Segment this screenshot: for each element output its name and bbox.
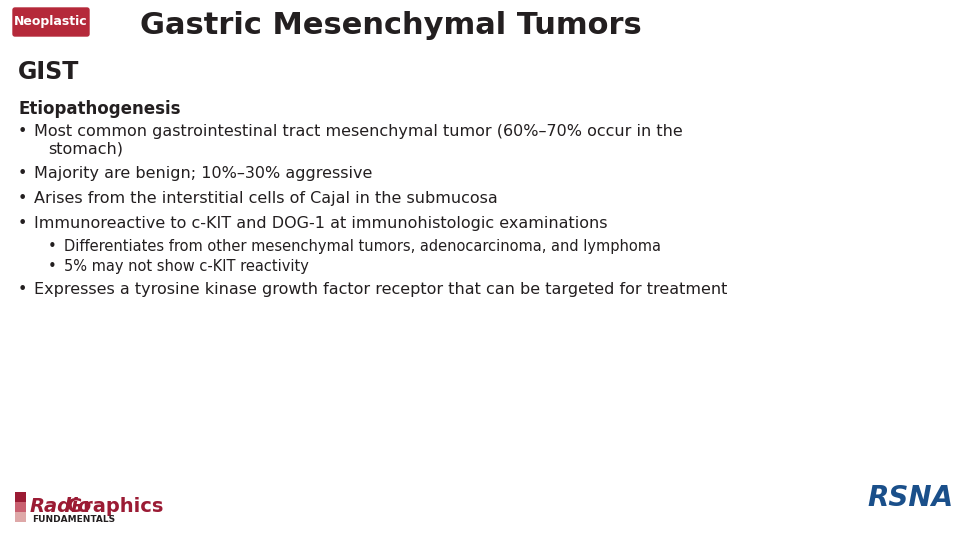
Text: Arises from the interstitial cells of Cajal in the submucosa: Arises from the interstitial cells of Ca… <box>34 191 497 206</box>
Text: FUNDAMENTALS: FUNDAMENTALS <box>32 516 115 524</box>
Text: •: • <box>18 282 28 297</box>
Text: RSNA: RSNA <box>867 484 953 512</box>
Text: •: • <box>18 191 28 206</box>
Text: •: • <box>48 259 57 274</box>
Text: Neoplastic: Neoplastic <box>14 16 87 29</box>
Text: •: • <box>48 239 57 254</box>
Bar <box>15 512 26 522</box>
Text: Radio: Radio <box>30 496 92 516</box>
Bar <box>15 502 26 512</box>
Text: Most common gastrointestinal tract mesenchymal tumor (60%–70% occur in the: Most common gastrointestinal tract mesen… <box>34 124 683 139</box>
Text: Graphics: Graphics <box>67 496 163 516</box>
Text: stomach): stomach) <box>48 142 123 157</box>
Text: •: • <box>18 166 28 181</box>
Text: Etiopathogenesis: Etiopathogenesis <box>18 100 180 118</box>
FancyBboxPatch shape <box>13 8 89 36</box>
Text: GIST: GIST <box>18 60 80 84</box>
Text: •: • <box>18 216 28 231</box>
Text: 5% may not show c-KIT reactivity: 5% may not show c-KIT reactivity <box>64 259 309 274</box>
Text: Majority are benign; 10%–30% aggressive: Majority are benign; 10%–30% aggressive <box>34 166 372 181</box>
Bar <box>15 492 26 502</box>
Text: Expresses a tyrosine kinase growth factor receptor that can be targeted for trea: Expresses a tyrosine kinase growth facto… <box>34 282 728 297</box>
Text: Differentiates from other mesenchymal tumors, adenocarcinoma, and lymphoma: Differentiates from other mesenchymal tu… <box>64 239 661 254</box>
Text: •: • <box>18 124 28 139</box>
Text: Immunoreactive to c-KIT and DOG-1 at immunohistologic examinations: Immunoreactive to c-KIT and DOG-1 at imm… <box>34 216 608 231</box>
Text: Gastric Mesenchymal Tumors: Gastric Mesenchymal Tumors <box>140 11 641 40</box>
